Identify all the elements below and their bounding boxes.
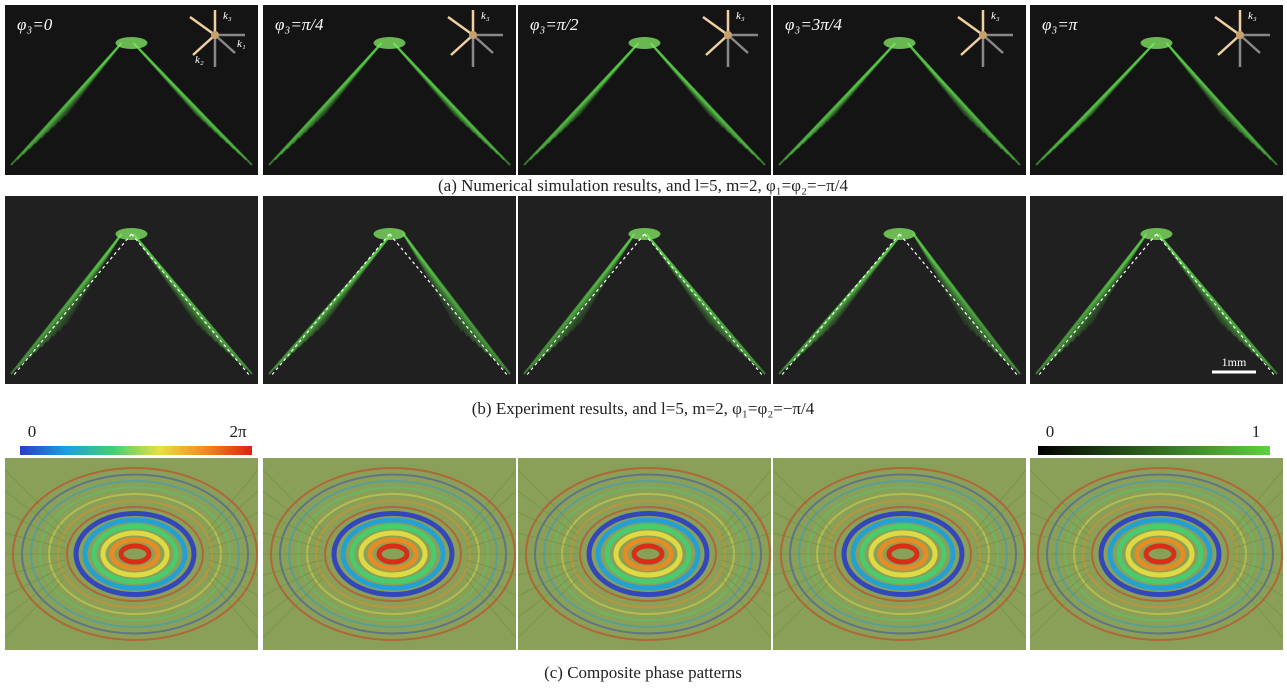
colorbar-max: 1 bbox=[1252, 422, 1261, 441]
caption-c: (c) Composite phase patterns bbox=[544, 663, 742, 682]
wave-vector-label: k₂ bbox=[195, 54, 204, 66]
panel-label: φ₃=0 bbox=[17, 15, 53, 34]
panel-label: φ₃=3π/4 bbox=[785, 15, 843, 34]
colorbar-min: 0 bbox=[1046, 422, 1055, 441]
arrow-origin bbox=[979, 31, 987, 39]
intensity-colorbar bbox=[1038, 446, 1270, 455]
panel-label: φ₃=π bbox=[1042, 15, 1078, 34]
apex-glow bbox=[374, 37, 406, 49]
arrow-origin bbox=[211, 31, 219, 39]
panel-background bbox=[773, 196, 1026, 384]
colorbar-min: 0 bbox=[28, 422, 37, 441]
wave-vector-label: k₁ bbox=[237, 38, 246, 50]
wave-vector-label: k₃ bbox=[991, 10, 1000, 22]
panel-label: φ₃=π/2 bbox=[530, 15, 579, 34]
wave-vector-label: k₃ bbox=[223, 10, 232, 22]
panel-background bbox=[263, 196, 516, 384]
caption-a: (a) Numerical simulation results, and l=… bbox=[438, 176, 848, 195]
apex-glow bbox=[116, 37, 148, 49]
apex-glow bbox=[884, 37, 916, 49]
arrow-origin bbox=[469, 31, 477, 39]
panel-label: φ₃=π/4 bbox=[275, 15, 324, 34]
apex-glow bbox=[629, 37, 661, 49]
figure: φ₃=0 k₃ k₁ k₂ φ₃=π/4 k₃ φ₃=π/2 k₃ φ₃=3π/4 k₃ φ₃=π k… bbox=[0, 0, 1287, 685]
arrow-origin bbox=[1236, 31, 1244, 39]
apex-glow bbox=[1141, 37, 1173, 49]
wave-vector-label: k₃ bbox=[1248, 10, 1257, 22]
caption-b: (b) Experiment results, and l=5, m=2, φ₁… bbox=[472, 399, 815, 418]
scale-bar-label: 1mm bbox=[1222, 355, 1247, 369]
panel-background bbox=[5, 196, 258, 384]
arrow-origin bbox=[724, 31, 732, 39]
wave-vector-label: k₃ bbox=[481, 10, 490, 22]
colorbar-max: 2π bbox=[229, 422, 247, 441]
wave-vector-label: k₃ bbox=[736, 10, 745, 22]
phase-colorbar bbox=[20, 446, 252, 455]
panel-background bbox=[518, 196, 771, 384]
